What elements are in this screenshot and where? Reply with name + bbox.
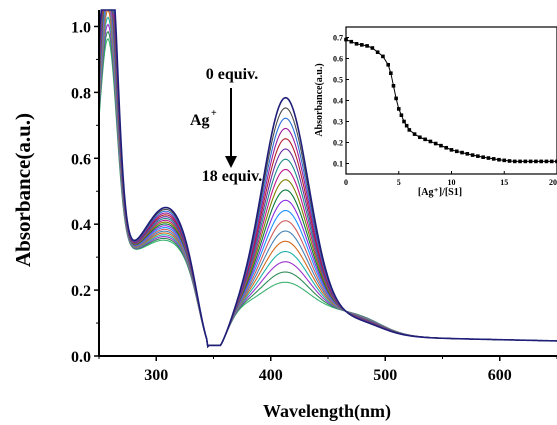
inset-point-10 [391, 84, 396, 88]
inset-point-42 [544, 159, 549, 164]
inset-y-tick-label-4: 0.5 [333, 76, 343, 85]
inset-point-11 [394, 96, 398, 101]
x-tick-label-3: 600 [488, 367, 512, 384]
annotation-end: 18 equiv. [202, 168, 262, 185]
inset-point-25 [454, 149, 459, 154]
annotation-start: 0 equiv. [206, 66, 258, 83]
inset-point-36 [513, 159, 517, 164]
inset-point-8 [386, 63, 390, 67]
inset-point-19 [423, 137, 427, 142]
inset-y-tick-label-6: 0.7 [333, 34, 343, 43]
inset-y-axis-title: Absorbance(a.u.) [314, 63, 325, 136]
inset-y-tick-label-5: 0.6 [333, 55, 343, 64]
inset-x-tick-label-1: 5 [397, 178, 401, 187]
inset-x-tick-label-4: 20 [549, 178, 557, 187]
inset-point-41 [539, 159, 543, 164]
inset-point-2 [354, 42, 359, 46]
inset-point-27 [465, 152, 470, 156]
inset-point-28 [470, 153, 475, 157]
annotation-ion-charge: + [211, 108, 217, 119]
y-tick-label-0: 0.0 [71, 349, 91, 366]
inset-point-14 [402, 119, 406, 124]
inset-point-29 [476, 154, 480, 158]
main-tick-labels: 0.0 0.2 0.4 0.6 0.8 1.0 300 400 500 600 [71, 19, 512, 384]
y-tick-label-1: 0.2 [71, 283, 91, 300]
inset-frame-bg [346, 27, 557, 174]
inset-x-tick-label-0: 0 [344, 178, 348, 187]
inset-point-44 [555, 159, 557, 164]
inset-point-12 [396, 107, 401, 111]
inset-point-37 [518, 159, 522, 164]
x-tick-label-0: 300 [144, 367, 168, 384]
inset-plot [344, 37, 557, 164]
y-tick-label-5: 1.0 [71, 19, 91, 36]
inset-point-22 [439, 143, 443, 148]
inset-point-32 [491, 157, 496, 161]
y-tick-label-2: 0.4 [71, 217, 91, 234]
inset-point-23 [444, 145, 449, 150]
inset-point-20 [428, 139, 433, 144]
inset-x-axis-title: [Ag⁺]/[S1] [418, 187, 462, 198]
inset-axes [345, 26, 557, 175]
annotations: 0 equiv. Ag + 18 equiv. [190, 66, 262, 185]
y-tick-label-4: 0.8 [71, 85, 91, 102]
spectrum-curve-0 [98, 9, 557, 348]
inset-point-13 [399, 113, 404, 117]
inset-point-3 [360, 43, 364, 47]
inset-point-31 [486, 156, 491, 160]
x-tick-label-1: 400 [259, 367, 283, 384]
inset-y-tick-label-1: 0.2 [333, 139, 343, 148]
inset-point-33 [497, 157, 501, 162]
inset-point-15 [404, 123, 409, 128]
main-axes [94, 10, 557, 361]
inset-point-30 [481, 155, 485, 159]
inset-point-17 [412, 132, 417, 136]
inset-point-26 [460, 150, 464, 155]
x-axis-title: Wavelength(nm) [263, 401, 391, 422]
inset-point-21 [433, 141, 438, 146]
inset-point-18 [418, 135, 422, 140]
annotation-ion: Ag [190, 112, 210, 129]
inset-x-tick-label-2: 10 [448, 178, 456, 187]
inset-point-5 [370, 46, 375, 50]
inset-point-35 [507, 159, 512, 163]
inset-point-4 [365, 44, 369, 48]
inset-x-tick-label-3: 15 [500, 178, 508, 187]
inset-point-38 [523, 159, 528, 164]
inset-y-tick-label-2: 0.3 [333, 118, 343, 127]
inset-y-tick-label-3: 0.4 [333, 97, 343, 106]
inset-y-tick-label-0: 0.1 [333, 160, 343, 169]
inset-tick-labels: 0.1 0.2 0.3 0.4 0.5 0.6 0.7 0 5 10 15 20 [333, 34, 557, 188]
inset-point-34 [502, 158, 507, 163]
inset-point-16 [407, 128, 412, 132]
inset-point-9 [389, 71, 393, 75]
inset-point-40 [534, 159, 538, 164]
inset-point-6 [375, 50, 380, 54]
inset-point-39 [528, 159, 533, 164]
x-tick-label-2: 500 [373, 367, 397, 384]
inset-point-24 [449, 148, 454, 152]
inset-point-7 [381, 54, 385, 59]
titration-arrow-head [225, 156, 237, 168]
y-axis-title: Absorbance(a.u.) [11, 113, 35, 267]
inset-chart: 0.1 0.2 0.3 0.4 0.5 0.6 0.7 0 5 10 15 20 Absorbance… [314, 26, 557, 198]
inset-point-43 [549, 159, 554, 164]
main-plot [98, 9, 557, 349]
inset-point-1 [349, 39, 354, 44]
y-tick-label-3: 0.6 [71, 151, 91, 168]
